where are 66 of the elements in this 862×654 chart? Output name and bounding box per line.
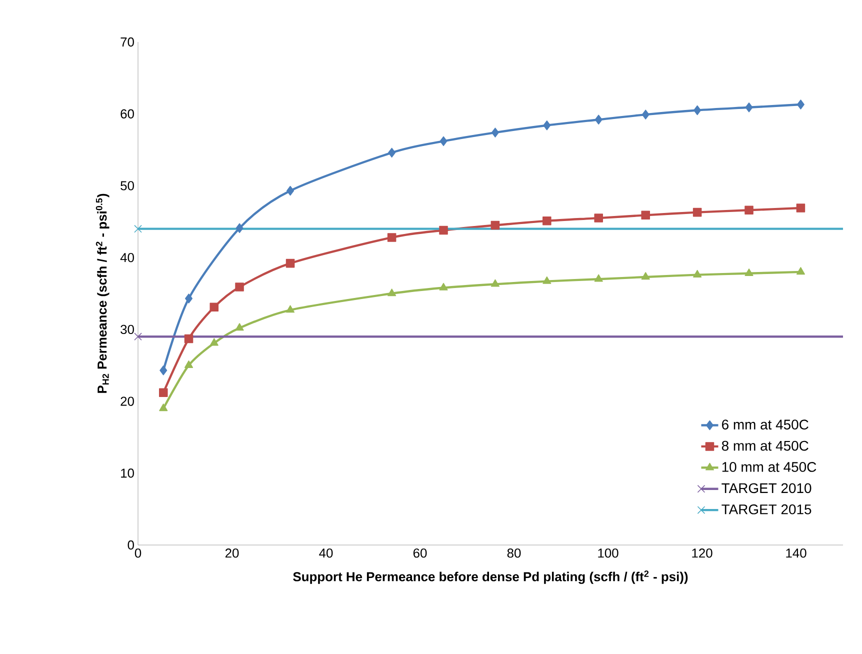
point	[158, 388, 168, 398]
point	[236, 223, 244, 233]
point	[796, 267, 805, 275]
point	[286, 186, 294, 196]
point	[235, 323, 244, 331]
point	[134, 332, 142, 341]
x-axis-title: Support He Permeance before dense Pd plating (scfh / (ft$^{2}$ - psi))	[293, 570, 688, 584]
x-tick-label: 60	[413, 548, 427, 558]
point	[744, 206, 754, 215]
point	[542, 276, 552, 284]
point	[744, 268, 754, 276]
point	[286, 305, 295, 313]
point	[641, 272, 650, 280]
legend-label: TARGET 2015	[722, 504, 812, 514]
y-tick-label: 50	[120, 181, 134, 190]
point	[210, 338, 218, 346]
point	[440, 136, 448, 146]
point	[134, 224, 142, 233]
point	[594, 274, 603, 282]
point	[387, 233, 396, 242]
point	[185, 294, 193, 304]
point	[796, 100, 804, 110]
point	[692, 208, 702, 217]
y-tick-label: 0	[128, 540, 134, 550]
y-tick-label: 40	[120, 252, 134, 262]
point	[642, 110, 650, 120]
point	[286, 258, 295, 268]
point	[796, 204, 806, 212]
point	[694, 105, 702, 116]
point	[693, 270, 702, 278]
x-tick-label: 0	[134, 548, 142, 558]
point	[235, 282, 244, 292]
point	[542, 216, 552, 226]
point	[439, 226, 448, 235]
legend-label: TARGET 2010	[722, 483, 812, 494]
legend-label: 8 mm at 450C	[722, 440, 808, 451]
x-tick-label: 20	[225, 548, 239, 558]
point	[594, 214, 603, 222]
x-tick-label: 40	[319, 548, 333, 558]
y-tick-label: 20	[120, 396, 134, 406]
point	[543, 120, 551, 130]
point	[160, 366, 168, 376]
point	[490, 220, 500, 230]
legend-label: 10 mm at 450C	[722, 462, 816, 472]
legend-label: 6 mm at 450C	[722, 420, 808, 430]
x-tick-label: 80	[507, 548, 521, 558]
point	[184, 334, 194, 344]
point	[210, 302, 219, 312]
point	[439, 282, 448, 290]
y-axis-title: P$_{H2}$ Permeance (scfh / ft$^{2}$ - psi$^{0.5}$)	[96, 194, 110, 393]
point	[594, 114, 602, 124]
point	[184, 360, 194, 368]
y-tick-label: 70	[120, 37, 134, 47]
y-tick-label: 10	[121, 468, 134, 478]
point	[159, 404, 168, 412]
point	[491, 128, 499, 138]
point	[388, 288, 396, 296]
x-tick-label: 100	[598, 548, 618, 558]
point	[490, 279, 500, 287]
x-tick-label: 120	[692, 548, 712, 558]
y-tick-label: 60	[120, 109, 134, 118]
point	[388, 148, 396, 158]
y-tick-label: 30	[120, 324, 134, 334]
point	[745, 102, 753, 112]
point	[641, 210, 650, 220]
x-tick-label: 140	[786, 548, 806, 558]
